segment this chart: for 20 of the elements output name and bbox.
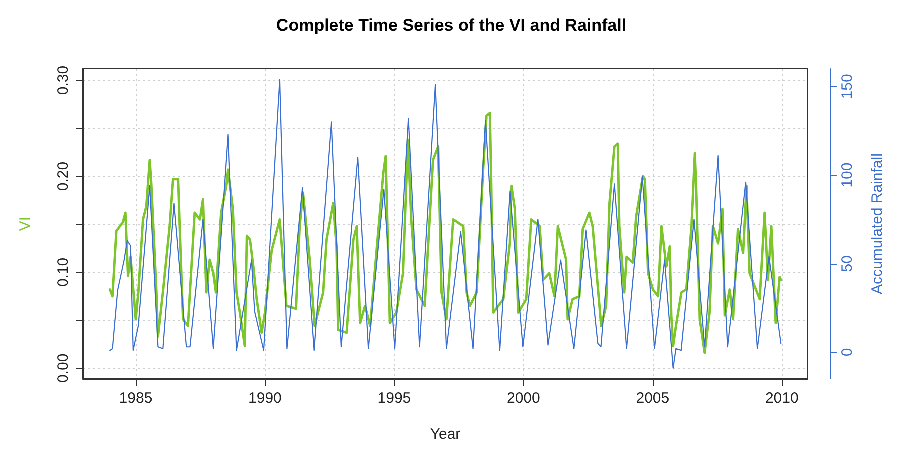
line-series — [110, 79, 782, 369]
y2-tick-label: 150 — [839, 74, 856, 100]
y-tick-label: 0.20 — [55, 162, 72, 192]
line-series — [108, 112, 782, 354]
y-tick-label: 0.00 — [55, 354, 72, 384]
x-tick-label: 2010 — [765, 390, 799, 407]
y-axis-title: VI — [17, 216, 34, 232]
x-tick-label: 2005 — [636, 390, 670, 407]
x-tick-label: 1990 — [248, 390, 282, 407]
y2-tick-label: 100 — [839, 162, 856, 188]
y-tick-label: 0.10 — [55, 258, 72, 288]
y-tick-label: 0.30 — [55, 66, 72, 96]
x-tick-label: 1995 — [378, 390, 412, 407]
x-tick-label: 1985 — [119, 390, 153, 407]
y2-tick-label: 50 — [839, 256, 856, 272]
x-tick-label: 2000 — [507, 390, 540, 407]
y2-tick-label: 0 — [839, 348, 856, 357]
y2-axis-title: Accumulated Rainfall — [869, 154, 886, 294]
x-axis-title: Year — [430, 426, 461, 443]
chart-title: Complete Time Series of the VI and Rainfall — [276, 16, 627, 35]
